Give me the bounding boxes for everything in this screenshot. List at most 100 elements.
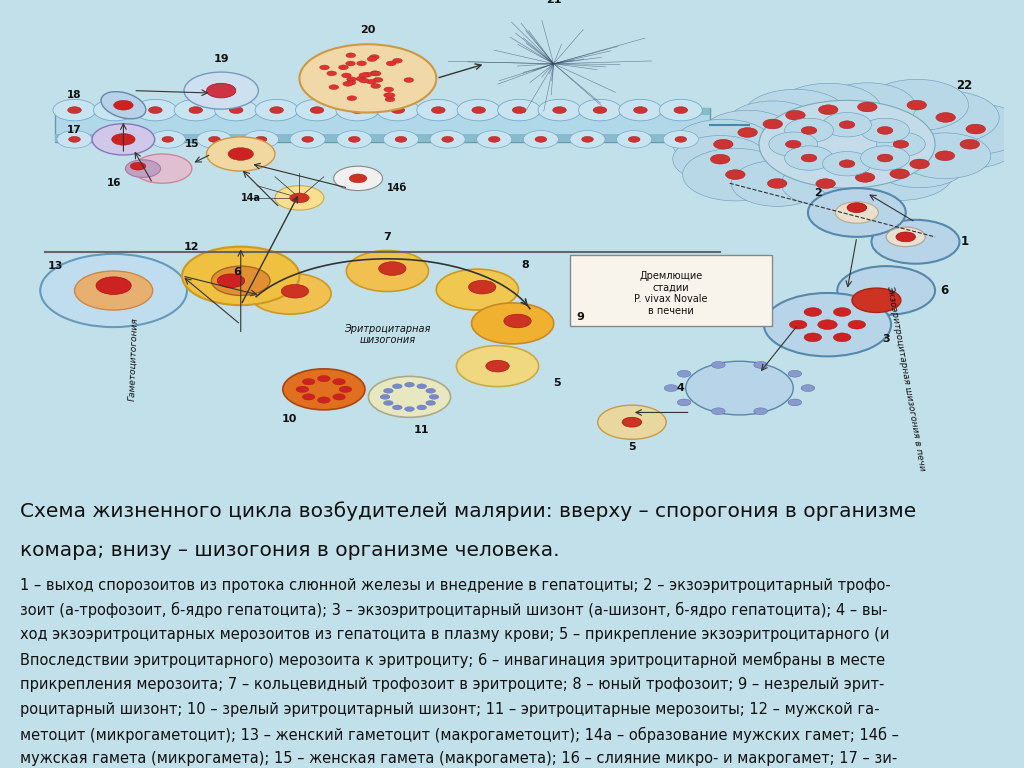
Circle shape [373, 78, 383, 82]
Circle shape [814, 152, 915, 203]
Circle shape [834, 308, 851, 316]
Circle shape [417, 405, 427, 410]
Circle shape [346, 80, 355, 85]
Circle shape [302, 137, 313, 142]
Circle shape [426, 401, 435, 406]
Circle shape [759, 101, 935, 188]
Circle shape [296, 99, 339, 121]
Text: 13: 13 [47, 261, 62, 271]
Circle shape [317, 397, 330, 403]
Circle shape [860, 146, 909, 170]
Circle shape [40, 254, 187, 327]
Circle shape [775, 83, 882, 136]
Circle shape [485, 360, 509, 372]
Circle shape [329, 84, 339, 90]
Circle shape [665, 385, 678, 392]
Circle shape [197, 131, 232, 148]
Circle shape [808, 188, 905, 237]
Text: 4: 4 [677, 383, 685, 393]
Circle shape [816, 179, 836, 188]
Circle shape [616, 131, 651, 148]
Circle shape [570, 131, 605, 148]
Circle shape [339, 65, 348, 70]
Circle shape [68, 107, 81, 114]
Text: 6: 6 [233, 266, 242, 276]
Circle shape [846, 147, 953, 200]
Circle shape [362, 72, 372, 77]
Circle shape [333, 394, 345, 400]
Circle shape [743, 89, 848, 141]
Circle shape [535, 137, 547, 142]
Circle shape [255, 137, 267, 142]
Circle shape [683, 148, 788, 201]
Circle shape [840, 121, 855, 128]
Circle shape [769, 132, 818, 157]
Circle shape [359, 73, 369, 78]
Circle shape [404, 382, 415, 387]
Text: 1: 1 [961, 235, 969, 248]
Circle shape [134, 99, 177, 121]
Circle shape [686, 361, 794, 415]
Text: прикрепления мерозоита; 7 – кольцевидный трофозоит в эритроците; 8 – юный трофоз: прикрепления мерозоита; 7 – кольцевидный… [20, 677, 885, 692]
Text: 5: 5 [628, 442, 636, 452]
Circle shape [504, 314, 531, 328]
Circle shape [784, 118, 834, 143]
Circle shape [801, 127, 817, 134]
Circle shape [834, 333, 851, 342]
Circle shape [848, 320, 865, 329]
Text: 2: 2 [814, 188, 821, 198]
Circle shape [69, 137, 80, 142]
Circle shape [346, 61, 355, 66]
Circle shape [664, 131, 698, 148]
Text: 14б: 14б [387, 183, 408, 193]
Circle shape [346, 250, 428, 292]
Text: 8: 8 [522, 260, 529, 270]
Circle shape [228, 147, 254, 161]
Circle shape [371, 84, 381, 88]
Circle shape [207, 83, 236, 98]
Circle shape [299, 45, 436, 113]
Text: комара; внизу – шизогония в организме человека.: комара; внизу – шизогония в организме че… [20, 541, 560, 560]
Circle shape [290, 131, 326, 148]
Circle shape [784, 146, 834, 170]
Circle shape [182, 247, 299, 305]
Text: ход экзоэритроцитарных мерозоитов из гепатоцита в плазму крови; 5 – прикрепление: ход экзоэритроцитарных мерозоитов из геп… [20, 627, 890, 642]
Text: 6: 6 [941, 284, 949, 297]
Bar [55, 108, 710, 142]
Circle shape [377, 99, 420, 121]
Text: 11: 11 [414, 425, 429, 435]
Circle shape [349, 174, 367, 183]
Text: Дремлющие
стадии
P. vivax Novale
в печени: Дремлющие стадии P. vivax Novale в печен… [634, 271, 708, 316]
Circle shape [714, 139, 733, 149]
Circle shape [188, 107, 203, 114]
Circle shape [818, 319, 838, 329]
Circle shape [103, 131, 138, 148]
Circle shape [383, 131, 419, 148]
Text: зоит (а-трофозоит, б-ядро гепатоцита); 3 – экзоэритроцитарный шизонт (а-шизонт, : зоит (а-трофозоит, б-ядро гепатоцита); 3… [20, 602, 888, 618]
FancyBboxPatch shape [570, 255, 772, 326]
Circle shape [801, 385, 815, 392]
Circle shape [476, 131, 512, 148]
Circle shape [347, 96, 356, 101]
Text: Экзоэритроцитарная шизогония в печи: Экзоэритроцитарная шизогония в печи [885, 285, 927, 472]
Circle shape [404, 406, 415, 412]
Circle shape [674, 107, 688, 114]
Circle shape [860, 118, 909, 143]
Text: 10: 10 [282, 414, 297, 424]
Circle shape [899, 133, 991, 179]
Circle shape [229, 107, 243, 114]
Circle shape [403, 78, 414, 82]
Circle shape [498, 99, 541, 121]
Circle shape [857, 102, 878, 112]
Circle shape [290, 193, 309, 203]
Circle shape [395, 137, 407, 142]
Circle shape [92, 124, 155, 155]
Circle shape [764, 293, 891, 356]
Circle shape [457, 99, 500, 121]
Circle shape [184, 72, 258, 109]
Circle shape [310, 107, 324, 114]
Circle shape [369, 376, 451, 417]
Circle shape [896, 232, 915, 242]
Circle shape [334, 166, 383, 190]
Circle shape [430, 131, 465, 148]
